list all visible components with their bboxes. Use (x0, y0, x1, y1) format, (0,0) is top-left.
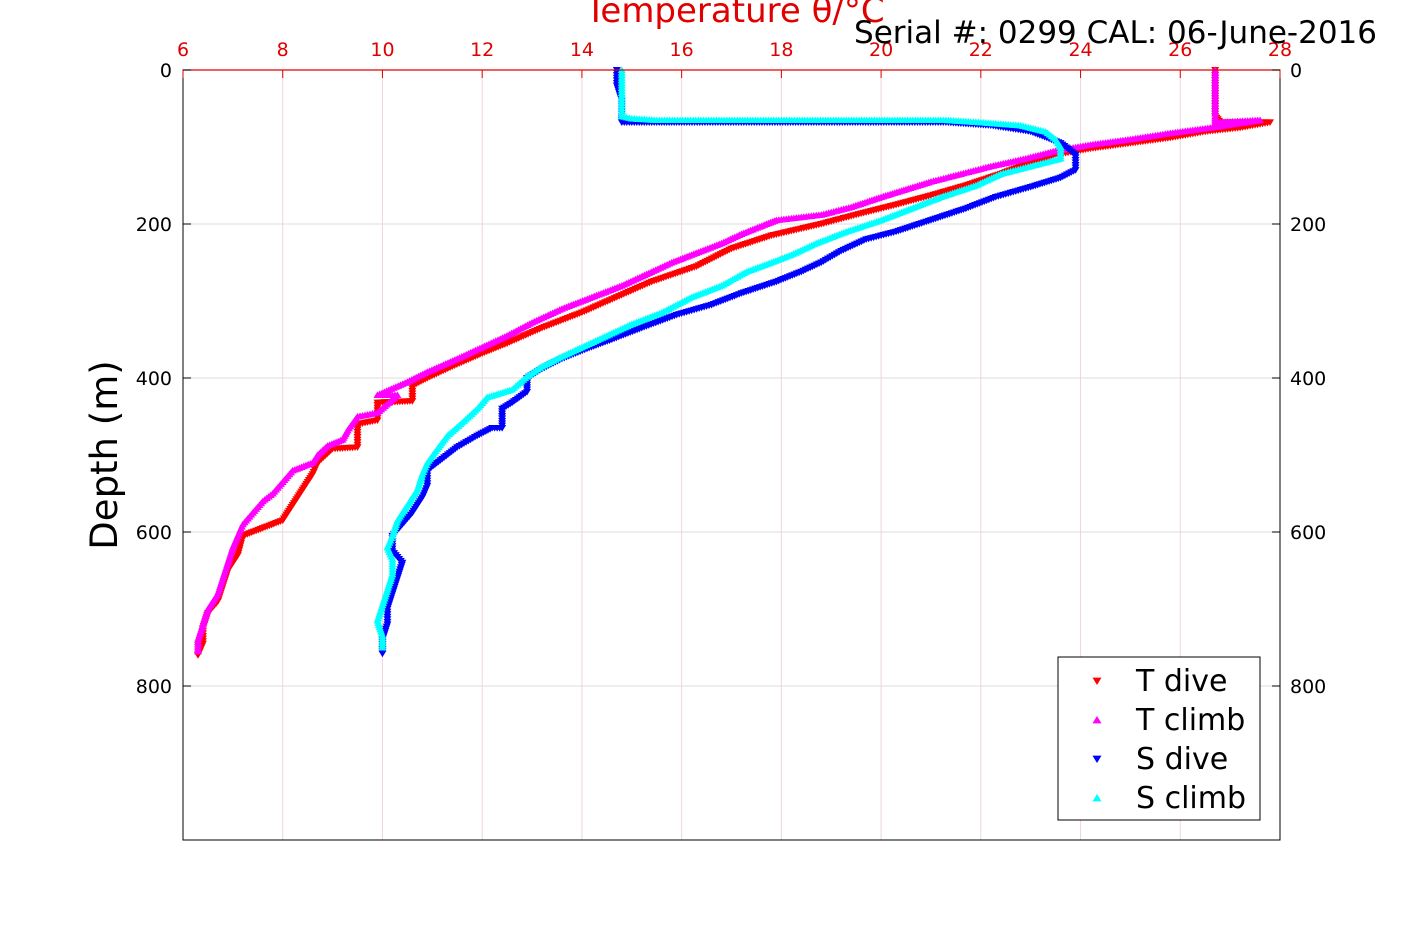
x-tick-label: 10 (370, 39, 394, 61)
x-tick-label: 28 (1268, 39, 1292, 61)
legend-box (1057, 656, 1261, 821)
data-point (378, 643, 387, 651)
series-s-climb (373, 66, 1065, 651)
x-tick-label: 24 (1068, 39, 1092, 61)
data-point (193, 647, 202, 655)
legend-items: T dive T climb S dive S climb (1092, 664, 1246, 816)
y-tick-label-left: 800 (136, 676, 172, 698)
y-axis-label: Depth (m) (83, 360, 126, 549)
data-point (378, 650, 387, 658)
x-tick-label: 18 (769, 39, 793, 61)
y-tick-label-left: 400 (136, 368, 172, 390)
series-t-dive (193, 67, 1275, 659)
x-tick-label: 20 (869, 39, 893, 61)
legend-marker (1092, 677, 1102, 686)
legend-entry-label: S climb (1136, 781, 1246, 816)
y-tick-label-right: 600 (1290, 522, 1326, 544)
y-tick-label-right: 0 (1290, 60, 1302, 82)
x-tick-label: 8 (277, 39, 289, 61)
y-tick-label-left: 0 (160, 60, 172, 82)
y-tick-label-left: 200 (136, 214, 172, 236)
y-tick-label-right: 800 (1290, 676, 1326, 698)
x-tick-label: 26 (1168, 39, 1192, 61)
legend-entry-label: T climb (1135, 703, 1245, 738)
y-tick-label-left: 600 (136, 522, 172, 544)
x-tick-label: 16 (670, 39, 694, 61)
legend-marker (1092, 715, 1102, 724)
series-layer (193, 66, 1275, 659)
x-tick-label: 22 (969, 39, 993, 61)
legend-marker (1092, 793, 1102, 802)
x-tick-label: 6 (177, 39, 189, 61)
y-tick-label-right: 400 (1290, 368, 1326, 390)
legend-entry-label: S dive (1136, 742, 1228, 777)
y-tick-label-right: 200 (1290, 214, 1326, 236)
legend-marker (1092, 755, 1102, 764)
legend: T dive T climb S dive S climb (1057, 656, 1261, 821)
legend-entry-label: T dive (1135, 664, 1227, 699)
x-tick-label: 14 (570, 39, 594, 61)
x-tick-label: 12 (470, 39, 494, 61)
series-t-climb (193, 66, 1265, 655)
x-axis-title: Temperature θ/°C (584, 0, 884, 31)
series-s-dive (378, 67, 1080, 658)
chart-subtitle: Serial #: 0299 CAL: 06-June-2016 (854, 15, 1377, 51)
